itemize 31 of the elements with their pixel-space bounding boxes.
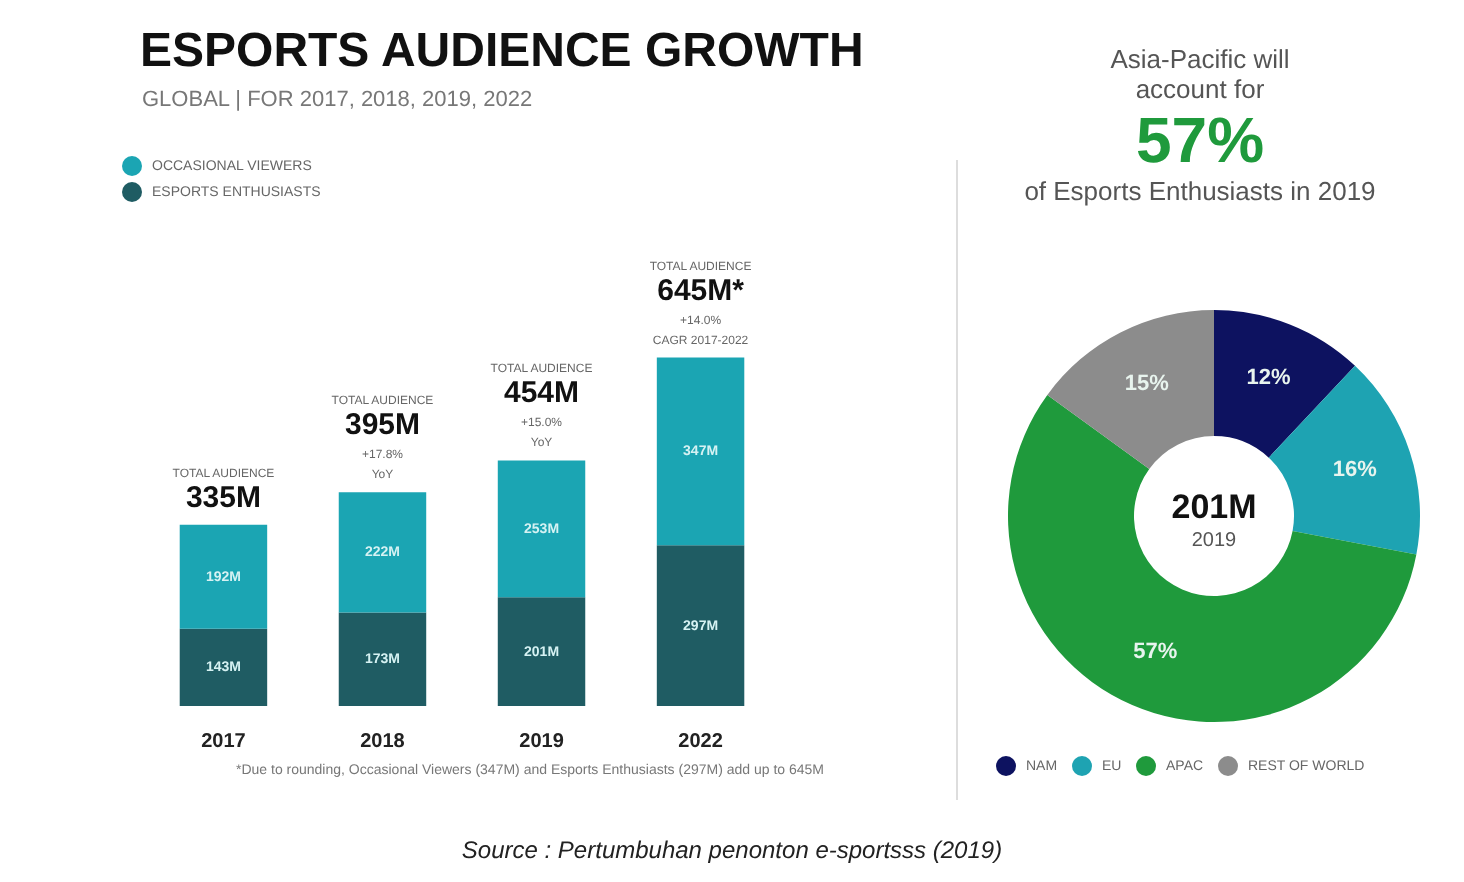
donut-slice (1047, 310, 1214, 469)
bar (656, 357, 745, 546)
text: Asia-Pacific will account for (1108, 44, 1292, 104)
bar (497, 597, 586, 706)
bar (497, 460, 586, 598)
text: 2019 (1191, 530, 1238, 552)
bar (179, 524, 268, 629)
donut-slice (1008, 394, 1417, 722)
source-note: Source : Pertumbuhan penonton e-sportsss (2019) (459, 836, 1005, 864)
x-tick-label: 2018 (360, 731, 406, 753)
data-label: 16% (1332, 458, 1378, 483)
x-tick-label: 2019 (519, 731, 565, 753)
data-label: 57% (1133, 639, 1178, 664)
total-label: 645M* (657, 273, 745, 308)
text: 57% (1133, 104, 1267, 176)
x-tick-label: 2017 (201, 731, 247, 753)
x-tick-label: 2022 (678, 731, 724, 753)
data-label: 12% (1246, 366, 1291, 391)
chart-subtitle: GLOBAL | FOR 2017, 2018, 2019, 2022 (142, 88, 533, 112)
donut-slice (1214, 310, 1356, 458)
data-label: 15% (1124, 372, 1170, 397)
bar (656, 545, 745, 706)
total-label: 335M (185, 480, 261, 515)
text: 201M (1171, 488, 1257, 526)
bar (179, 628, 268, 706)
chart-title: ESPORTS AUDIENCE GROWTH (140, 24, 864, 80)
total-label: 395M (344, 408, 421, 443)
total-label: 454M (503, 376, 580, 411)
text: of Esports Enthusiasts in 2019 (1022, 176, 1378, 206)
bar (338, 612, 427, 706)
bar (338, 492, 427, 613)
